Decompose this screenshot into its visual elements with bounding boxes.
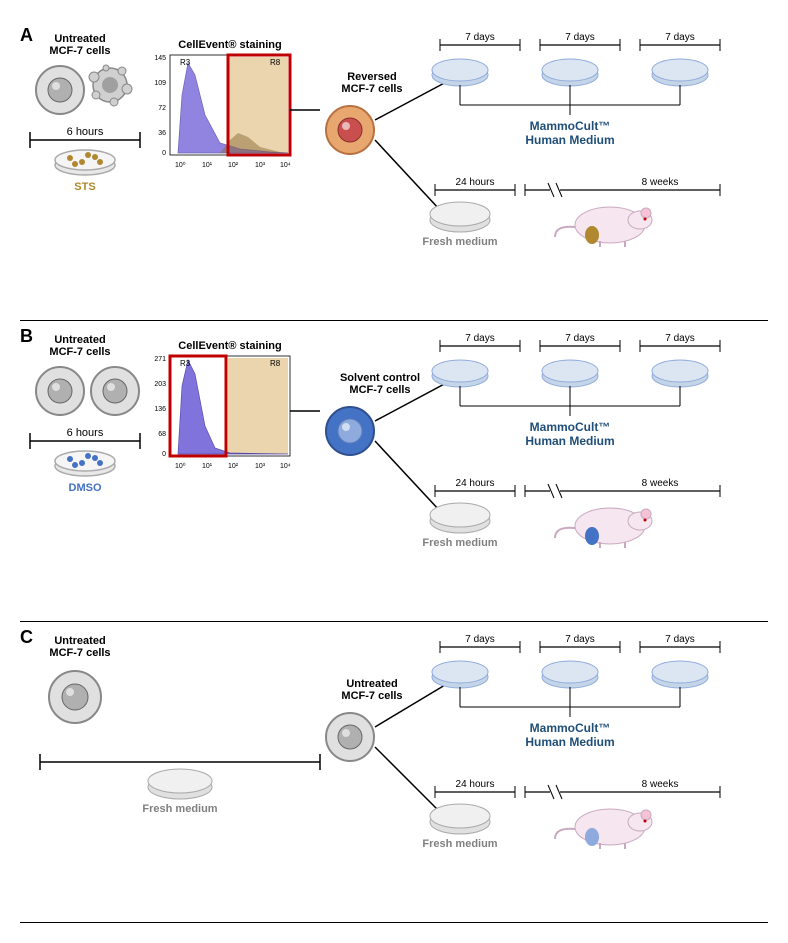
svg-text:7 days: 7 days bbox=[565, 634, 594, 645]
svg-text:8 weeks: 8 weeks bbox=[642, 478, 679, 489]
mammocult-branch: 7 days 7 days 7 days MammoCult™Human Med… bbox=[375, 32, 720, 147]
svg-text:0: 0 bbox=[162, 451, 166, 458]
panel-a-svg: UntreatedMCF-7 cells 6 hours STS bbox=[20, 30, 768, 300]
panel-c-label: C bbox=[20, 627, 33, 648]
svg-text:UntreatedMCF-7 cells: UntreatedMCF-7 cells bbox=[49, 635, 110, 659]
svg-text:145: 145 bbox=[154, 55, 166, 62]
treatment-time: 6 hours bbox=[67, 126, 104, 138]
svg-text:ReversedMCF-7 cells: ReversedMCF-7 cells bbox=[341, 71, 402, 95]
svg-text:Fresh medium: Fresh medium bbox=[142, 803, 217, 815]
svg-text:R3: R3 bbox=[180, 359, 191, 368]
svg-text:36: 36 bbox=[158, 130, 166, 137]
svg-text:Solvent controlMCF-7 cells: Solvent controlMCF-7 cells bbox=[340, 372, 420, 396]
svg-text:Fresh medium: Fresh medium bbox=[422, 838, 497, 850]
svg-text:MammoCult™Human Medium: MammoCult™Human Medium bbox=[525, 420, 614, 448]
svg-text:203: 203 bbox=[154, 381, 166, 388]
svg-text:10¹: 10¹ bbox=[202, 162, 213, 169]
svg-text:UntreatedMCF-7 cells: UntreatedMCF-7 cells bbox=[341, 678, 402, 702]
svg-text:10³: 10³ bbox=[255, 463, 266, 470]
svg-text:68: 68 bbox=[158, 431, 166, 438]
svg-text:7 days: 7 days bbox=[665, 32, 694, 43]
svg-text:R8: R8 bbox=[270, 58, 281, 67]
svg-text:136: 136 bbox=[154, 406, 166, 413]
panel-b: B UntreatedMCF-7 cells 6 hours DMSO Cell… bbox=[20, 321, 768, 622]
svg-text:24 hours: 24 hours bbox=[456, 177, 495, 188]
svg-text:10²: 10² bbox=[228, 162, 239, 169]
svg-text:7 days: 7 days bbox=[565, 333, 594, 344]
svg-text:DMSO: DMSO bbox=[69, 482, 102, 494]
mouse-branch: Fresh medium 24 hours 8 weeks bbox=[375, 140, 720, 248]
svg-text:10⁴: 10⁴ bbox=[280, 162, 291, 169]
svg-text:R8: R8 bbox=[270, 359, 281, 368]
svg-text:72: 72 bbox=[158, 105, 166, 112]
svg-text:10⁰: 10⁰ bbox=[175, 462, 186, 470]
svg-text:MammoCult™Human Medium: MammoCult™Human Medium bbox=[525, 721, 614, 749]
svg-text:MammoCult™Human Medium: MammoCult™Human Medium bbox=[525, 119, 614, 147]
svg-text:8 weeks: 8 weeks bbox=[642, 779, 679, 790]
svg-text:10¹: 10¹ bbox=[202, 463, 213, 470]
svg-text:10⁴: 10⁴ bbox=[280, 463, 291, 470]
svg-text:7 days: 7 days bbox=[465, 32, 494, 43]
svg-text:UntreatedMCF-7 cells: UntreatedMCF-7 cells bbox=[49, 334, 110, 358]
svg-text:271: 271 bbox=[154, 356, 166, 363]
untreated-label: UntreatedMCF-7 cells bbox=[49, 33, 110, 57]
svg-text:6 hours: 6 hours bbox=[67, 427, 104, 439]
panel-b-svg: UntreatedMCF-7 cells 6 hours DMSO CellEv… bbox=[20, 331, 768, 601]
panel-b-label: B bbox=[20, 326, 33, 347]
svg-text:10⁰: 10⁰ bbox=[175, 161, 186, 169]
svg-text:R3: R3 bbox=[180, 58, 191, 67]
svg-text:CellEvent® staining: CellEvent® staining bbox=[178, 340, 281, 352]
svg-text:Fresh medium: Fresh medium bbox=[422, 236, 497, 248]
panel-a-label: A bbox=[20, 25, 33, 46]
svg-text:24 hours: 24 hours bbox=[456, 779, 495, 790]
staining-label: CellEvent® staining bbox=[178, 39, 281, 51]
svg-text:8 weeks: 8 weeks bbox=[642, 177, 679, 188]
svg-text:10³: 10³ bbox=[255, 162, 266, 169]
treatment-name: STS bbox=[74, 181, 95, 193]
svg-text:7 days: 7 days bbox=[665, 333, 694, 344]
svg-text:0: 0 bbox=[162, 150, 166, 157]
svg-text:7 days: 7 days bbox=[465, 333, 494, 344]
svg-text:7 days: 7 days bbox=[665, 634, 694, 645]
panel-a: A UntreatedMCF-7 cells 6 hours bbox=[20, 20, 768, 321]
svg-text:10²: 10² bbox=[228, 463, 239, 470]
panel-c-svg: UntreatedMCF-7 cells Fresh medium Untrea… bbox=[20, 632, 768, 902]
svg-text:24 hours: 24 hours bbox=[456, 478, 495, 489]
panel-c: C UntreatedMCF-7 cells Fresh medium Untr… bbox=[20, 622, 768, 923]
svg-text:109: 109 bbox=[154, 80, 166, 87]
svg-text:7 days: 7 days bbox=[465, 634, 494, 645]
svg-text:Fresh medium: Fresh medium bbox=[422, 537, 497, 549]
svg-text:7 days: 7 days bbox=[565, 32, 594, 43]
